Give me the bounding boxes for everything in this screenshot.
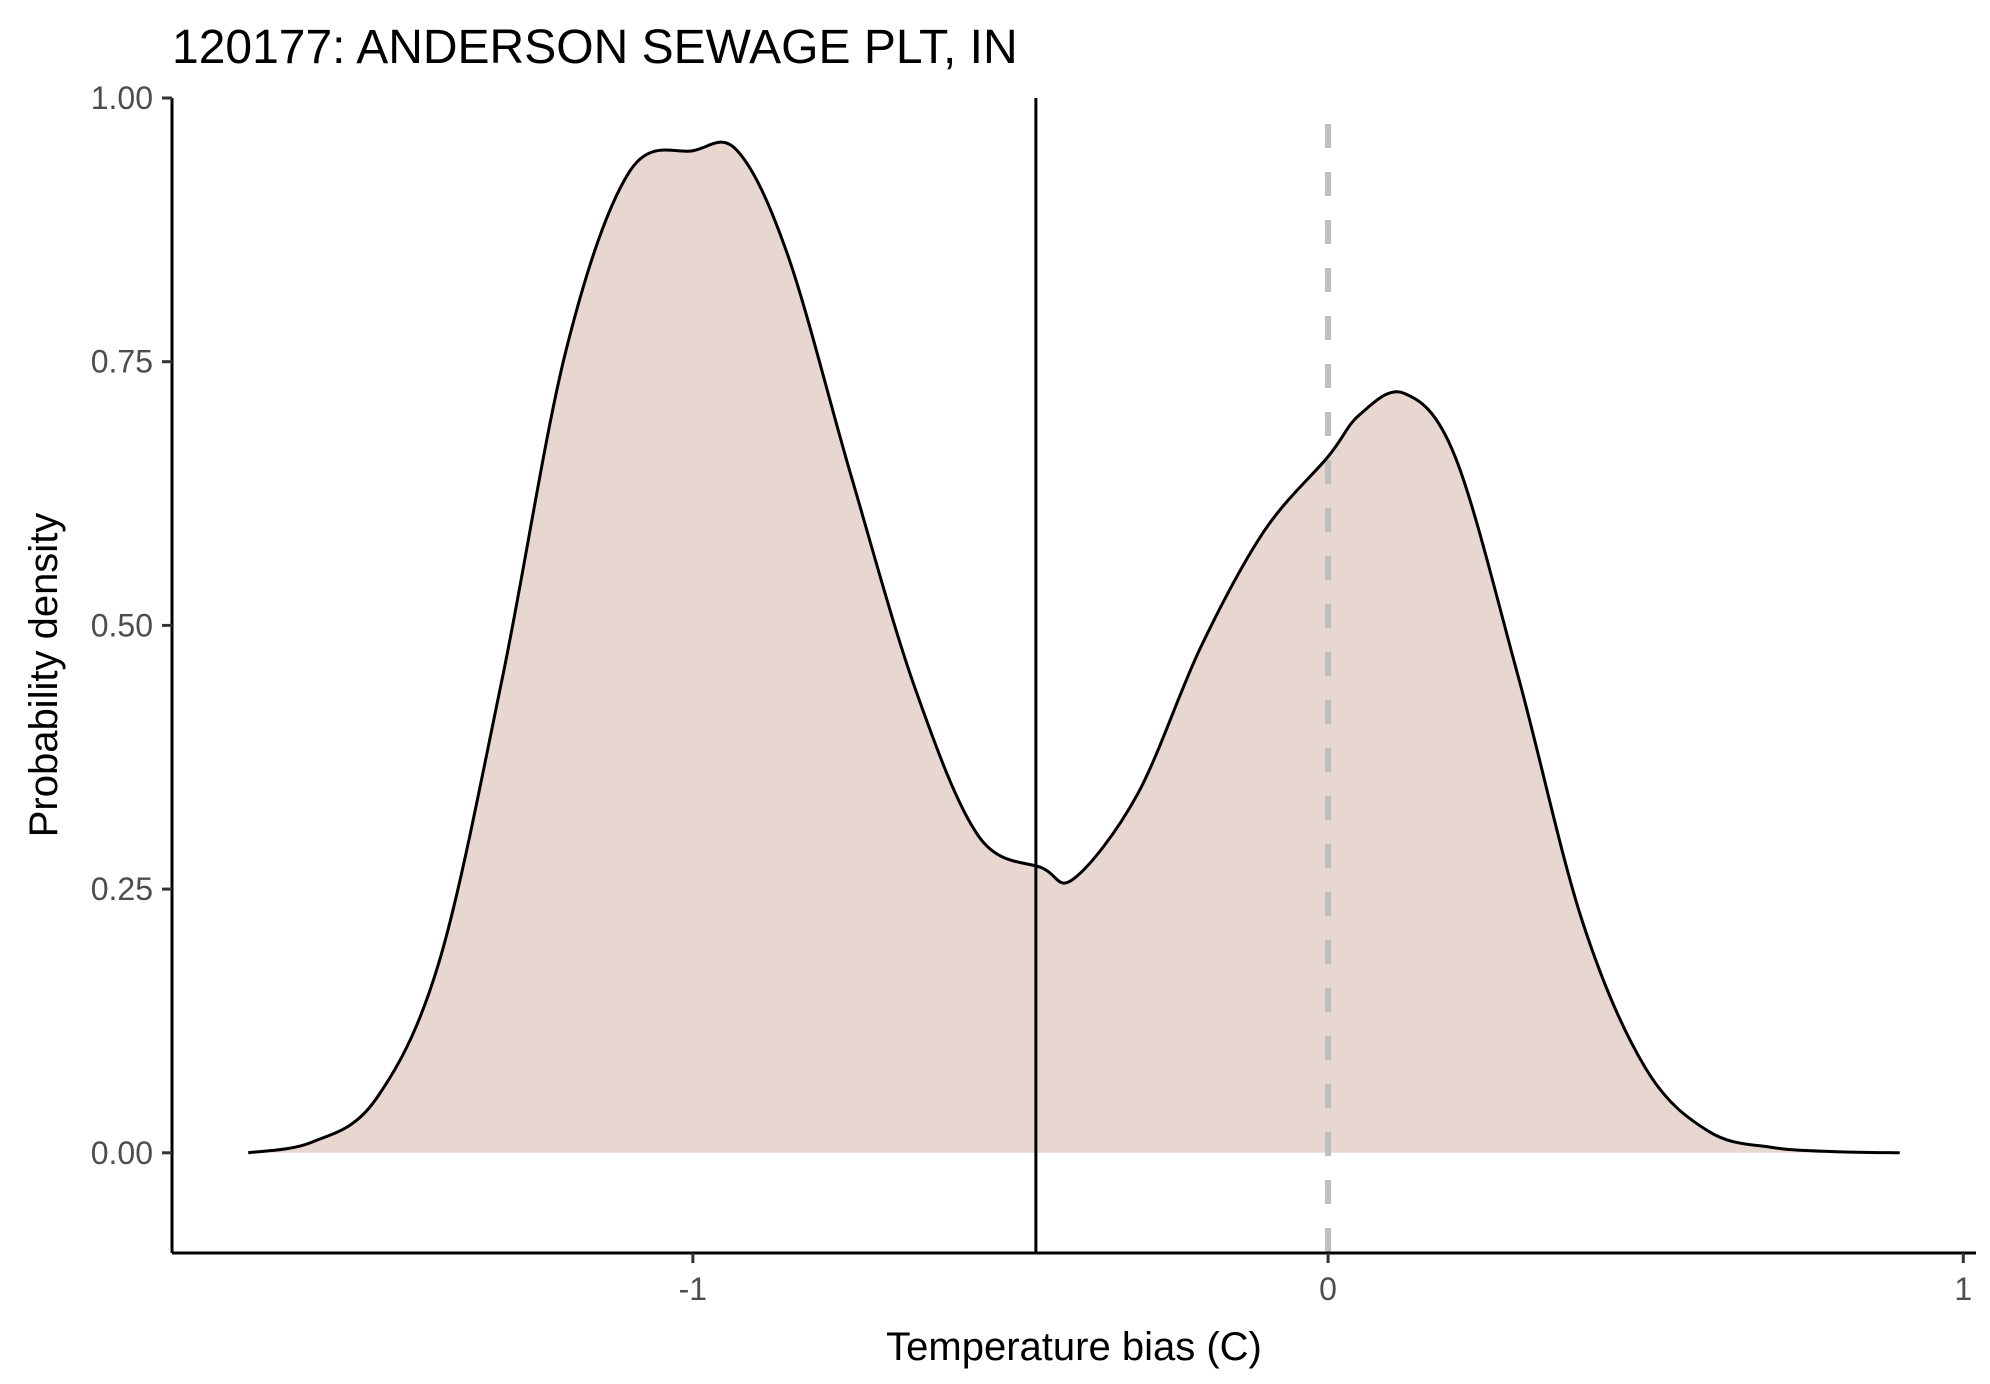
density-area (248, 142, 1900, 1153)
x-tick-label: 1 (1954, 1271, 1972, 1307)
x-axis-ticks: -1 0 1 (679, 1253, 1972, 1307)
x-tick-label: 0 (1319, 1271, 1337, 1307)
y-tick-label: 0.25 (91, 871, 153, 907)
plot-area (247, 98, 1900, 1253)
chart-title: 120177: ANDERSON SEWAGE PLT, IN (172, 21, 1018, 74)
y-tick-label: 0.75 (91, 344, 153, 380)
y-tick-label: 1.00 (91, 80, 153, 116)
x-axis-title: Temperature bias (C) (886, 1325, 1262, 1369)
density-curve (247, 140, 1900, 1155)
y-axis-title: Probability density (22, 513, 66, 838)
y-tick-label: 0.50 (91, 607, 153, 643)
x-tick-label: -1 (679, 1271, 707, 1307)
y-axis-ticks: 0.00 0.25 0.50 0.75 1.00 (91, 80, 172, 1171)
y-tick-label: 0.00 (91, 1135, 153, 1171)
